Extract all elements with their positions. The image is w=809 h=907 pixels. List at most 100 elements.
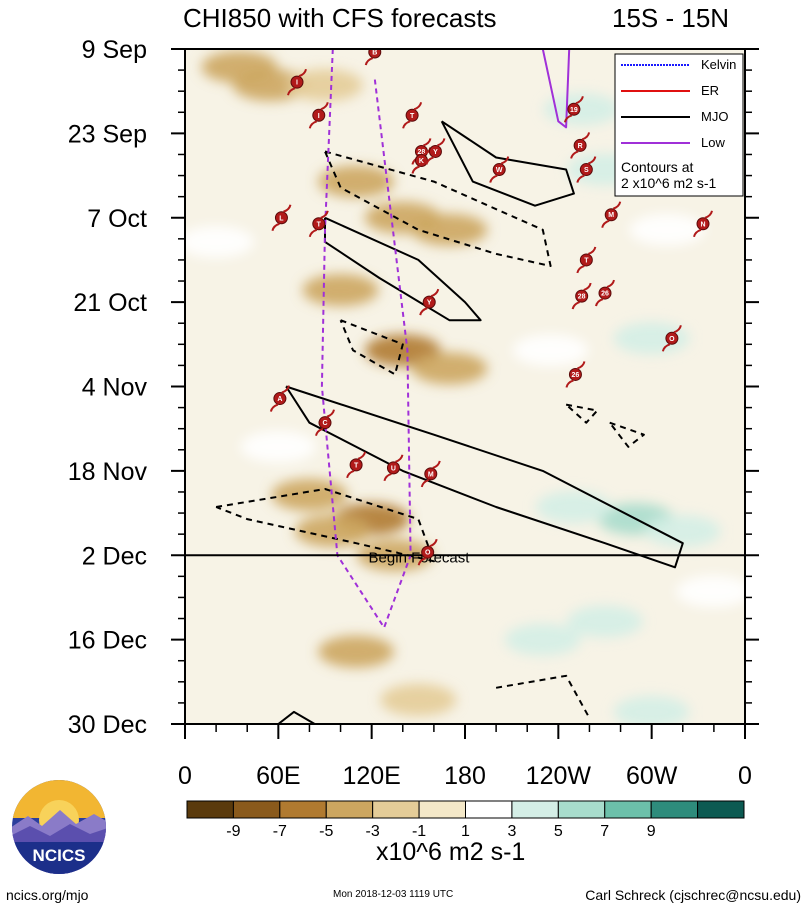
storm-marker: K xyxy=(411,147,432,174)
colorbar-swatch xyxy=(557,800,606,819)
field-anomaly xyxy=(240,430,317,463)
storm-icon xyxy=(290,75,304,89)
storm-icon xyxy=(428,144,442,158)
storm-arm-icon xyxy=(565,379,574,388)
storm-arm-icon xyxy=(417,557,427,566)
colorbar-label: 1 xyxy=(461,823,470,840)
field-anomaly xyxy=(644,515,721,548)
x-tick-label: 120E xyxy=(342,762,400,790)
storm-arm-icon xyxy=(489,174,498,183)
storm-icon xyxy=(312,217,326,231)
mjo-neg-contour xyxy=(565,403,599,424)
field-anomaly xyxy=(543,93,620,126)
storm-marker: T xyxy=(346,451,367,479)
storm-marker: O xyxy=(661,325,682,352)
storm-label: C xyxy=(322,420,327,427)
contour-note: 2 x10^6 m2 s-1 xyxy=(621,175,716,191)
storm-arm-icon xyxy=(283,204,292,213)
storm-icon xyxy=(598,286,612,300)
storm-label: R xyxy=(578,143,583,150)
storm-label: T xyxy=(354,462,359,469)
storm-arm-icon xyxy=(271,222,280,232)
storm-marker: 19 xyxy=(563,96,584,123)
x-axis: 0 60E 120E 180 120W 60W 0 xyxy=(178,724,752,790)
storm-icon xyxy=(422,295,436,309)
storm-label: Y xyxy=(433,149,438,156)
storm-marker: 26 xyxy=(595,279,615,307)
storm-arm-icon xyxy=(583,282,592,292)
field-anomaly xyxy=(675,575,745,608)
storm-arm-icon xyxy=(704,210,713,219)
storm-label: M xyxy=(608,212,614,219)
storm-marker: I xyxy=(287,68,307,96)
storm-icon xyxy=(312,108,326,122)
storm-arm-icon xyxy=(357,451,367,460)
storm-label: A xyxy=(277,396,282,403)
storm-arm-icon xyxy=(269,403,279,412)
storm-arm-icon xyxy=(576,264,585,274)
low-dash-contour xyxy=(320,49,412,629)
storm-icon xyxy=(386,461,400,475)
field-anomaly xyxy=(271,478,348,511)
colorbar-swatch xyxy=(650,800,699,819)
storm-arm-icon xyxy=(320,102,329,111)
y-tick-label: 7 Oct xyxy=(87,205,147,233)
storm-arm-icon xyxy=(395,454,404,463)
field-anomaly xyxy=(567,605,643,638)
storm-arm-icon xyxy=(612,201,622,210)
colorbar-swatch xyxy=(697,800,745,819)
legend-label-kelvin: Kelvin xyxy=(701,57,736,72)
storm-marker: T xyxy=(308,210,329,238)
low-contour xyxy=(541,49,571,129)
storm-label: 26 xyxy=(601,291,609,298)
storm-arm-icon xyxy=(570,150,579,159)
storm-arm-icon xyxy=(420,478,430,488)
storm-arm-icon xyxy=(571,301,581,310)
storm-arm-icon xyxy=(281,385,290,394)
storm-icon xyxy=(696,217,710,231)
storm-arm-icon xyxy=(577,361,586,370)
field-anomaly xyxy=(535,491,612,524)
storm-arm-icon xyxy=(320,210,329,219)
storm-arm-icon xyxy=(419,307,428,316)
storm-label: 28 xyxy=(578,294,586,301)
colorbar-swatch xyxy=(325,800,374,819)
storm-arm-icon xyxy=(587,156,597,165)
storm-arm-icon xyxy=(298,68,307,78)
colorbar-label: 9 xyxy=(647,823,656,840)
colorbar-label: 7 xyxy=(600,823,609,840)
storm-icon xyxy=(318,416,332,430)
storm-label: T xyxy=(584,257,589,264)
legend-label-er: ER xyxy=(701,83,719,98)
storm-arm-icon xyxy=(432,460,441,469)
legend-box xyxy=(614,53,744,197)
storm-marker: 26 xyxy=(565,361,586,388)
chi850-field xyxy=(185,51,745,724)
footer-url: ncics.org/mjo xyxy=(6,887,89,903)
storm-arm-icon xyxy=(430,288,440,298)
storm-label: U xyxy=(391,465,396,472)
x-tick-label: 60W xyxy=(626,762,678,790)
field-anomaly xyxy=(504,623,581,656)
storm-icon xyxy=(575,289,589,303)
storm-marker: M xyxy=(601,201,622,228)
storm-icon xyxy=(579,253,593,267)
storm-arm-icon xyxy=(587,246,597,255)
mjo-pos-contour xyxy=(440,120,575,207)
storm-marker: N xyxy=(693,210,713,238)
chart-title: CHI850 with CFS forecasts xyxy=(183,3,497,33)
storm-marker: L xyxy=(271,204,292,232)
y-tick-label: 18 Nov xyxy=(68,458,148,486)
storm-arm-icon xyxy=(411,165,420,174)
storm-marker: Y xyxy=(419,288,440,316)
x-tick-label: 0 xyxy=(178,762,192,790)
storm-marker: U xyxy=(383,454,404,482)
storm-icon xyxy=(573,138,587,152)
colorbar-swatch xyxy=(604,800,652,819)
storm-label: W xyxy=(496,167,503,174)
storm-marker: R xyxy=(570,132,591,159)
storm-arm-icon xyxy=(581,132,591,141)
footer-timestamp: Mon 2018-12-03 1119 UTC xyxy=(333,889,454,900)
field-anomaly xyxy=(287,69,363,102)
